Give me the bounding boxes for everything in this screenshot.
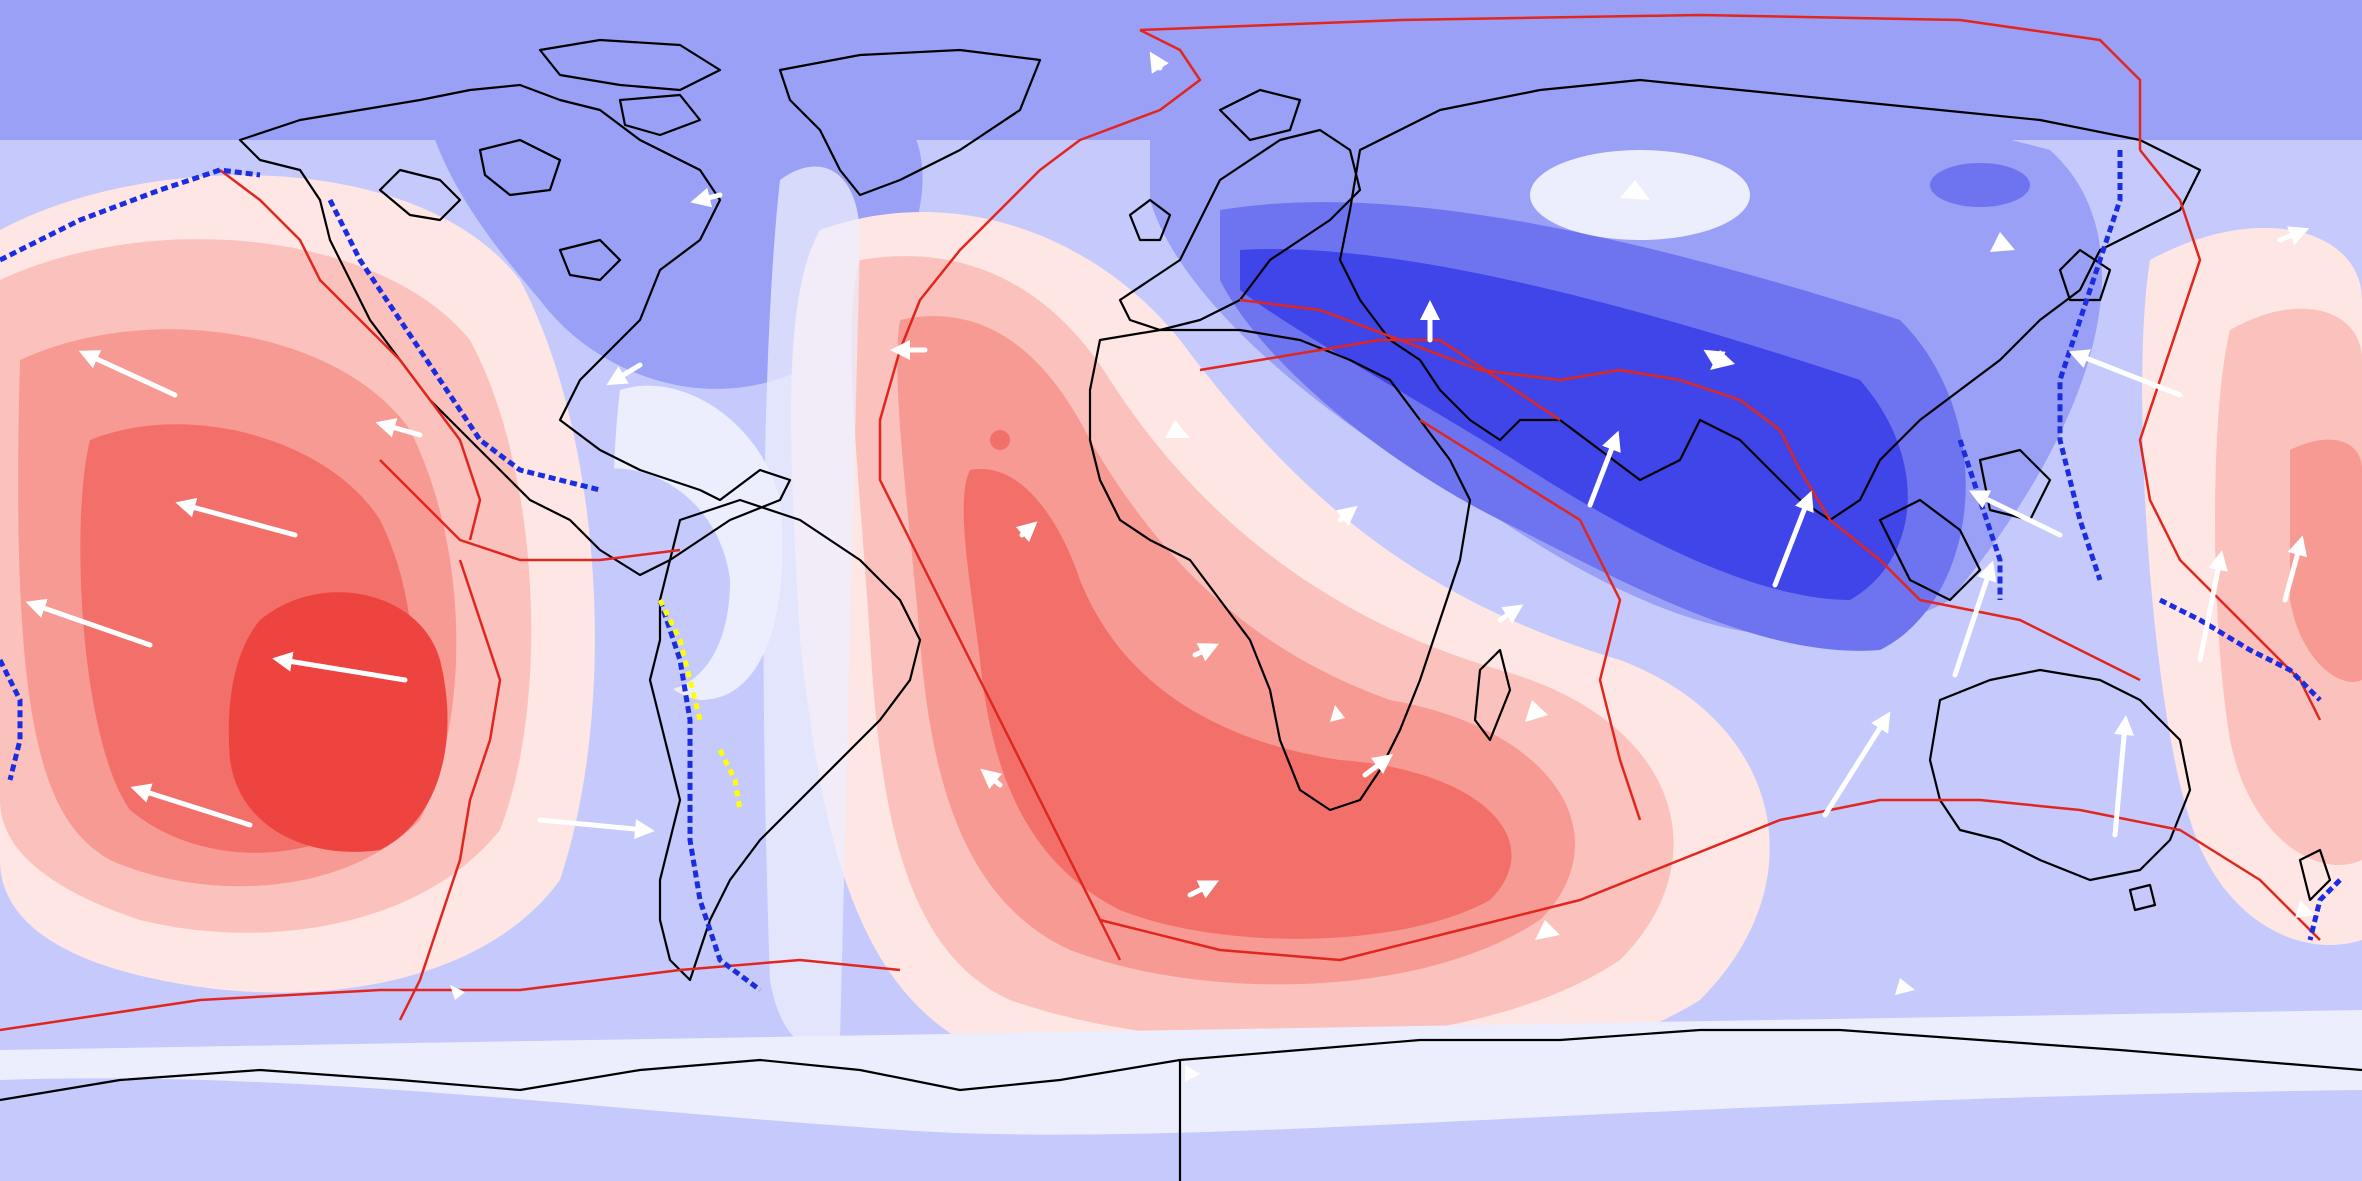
- velocity-marker: [1165, 420, 1190, 438]
- east-pacific-rise: [398, 559, 502, 1021]
- velocity-arrow: [272, 651, 408, 683]
- australia-coast: [1928, 668, 2192, 882]
- velocity-arrow: [175, 497, 298, 538]
- velocity-arrow: [2197, 550, 2228, 663]
- atlantic-red-anomaly: [791, 212, 1770, 1092]
- velocity-marker: [1525, 700, 1548, 722]
- velocity-arrow: [1822, 711, 1891, 818]
- velocity-marker: [1990, 232, 2015, 252]
- asia-coast: [1338, 78, 2202, 522]
- velocity-marker: [450, 985, 465, 1000]
- velocity-arrow: [1952, 560, 1997, 678]
- velocity-marker: [1620, 180, 1650, 200]
- velocity-marker: [2295, 900, 2315, 918]
- velocity-arrow: [2112, 715, 2135, 838]
- mid-atlantic-ridge: [878, 28, 1202, 961]
- velocity-arrow: [1772, 490, 1814, 588]
- velocity-arrow: [1587, 430, 1621, 508]
- subduction-zones: [0, 150, 2342, 992]
- velocity-arrow: [375, 418, 423, 438]
- velocity-arrow: [1192, 643, 1220, 662]
- antarctica-coast: [0, 1028, 2362, 1102]
- velocity-marker: [1330, 705, 1345, 722]
- velocity-arrow: [1335, 505, 1358, 527]
- velocity-arrow: [2277, 226, 2310, 245]
- velocity-arrow: [606, 362, 643, 386]
- velocity-arrow: [1497, 604, 1524, 624]
- velocity-markers: [450, 180, 2315, 1082]
- velocity-arrow: [1149, 51, 1169, 74]
- europe-coast: [1118, 128, 1362, 332]
- south-america-coast: [648, 498, 922, 982]
- velocity-arrow: [2282, 535, 2308, 603]
- velocity-arrows: [25, 51, 2310, 899]
- velocity-arrow: [1969, 490, 2063, 538]
- velocity-arrow: [1015, 521, 1038, 543]
- velocity-marker: [1185, 1065, 1200, 1082]
- velocity-arrow: [78, 350, 178, 398]
- velocity-arrow: [980, 768, 1003, 790]
- velocity-marker: [1535, 920, 1560, 940]
- velocity-arrow: [1187, 880, 1219, 899]
- velocity-marker: [1710, 350, 1735, 370]
- coastlines: [0, 38, 2362, 1181]
- subduction-zones-alt: [657, 598, 743, 811]
- velocity-arrow: [1362, 754, 1393, 778]
- velocity-arrow: [537, 817, 655, 840]
- velocity-arrow: [690, 187, 723, 208]
- velocity-arrow: [130, 783, 253, 828]
- velocity-marker: [1895, 978, 1915, 995]
- africa-coast: [1088, 328, 1472, 812]
- velocity-arrow: [25, 598, 153, 648]
- plate-boundaries: [0, 13, 2322, 1032]
- greenland-coast: [778, 48, 1042, 197]
- velocity-arrow: [2068, 349, 2183, 398]
